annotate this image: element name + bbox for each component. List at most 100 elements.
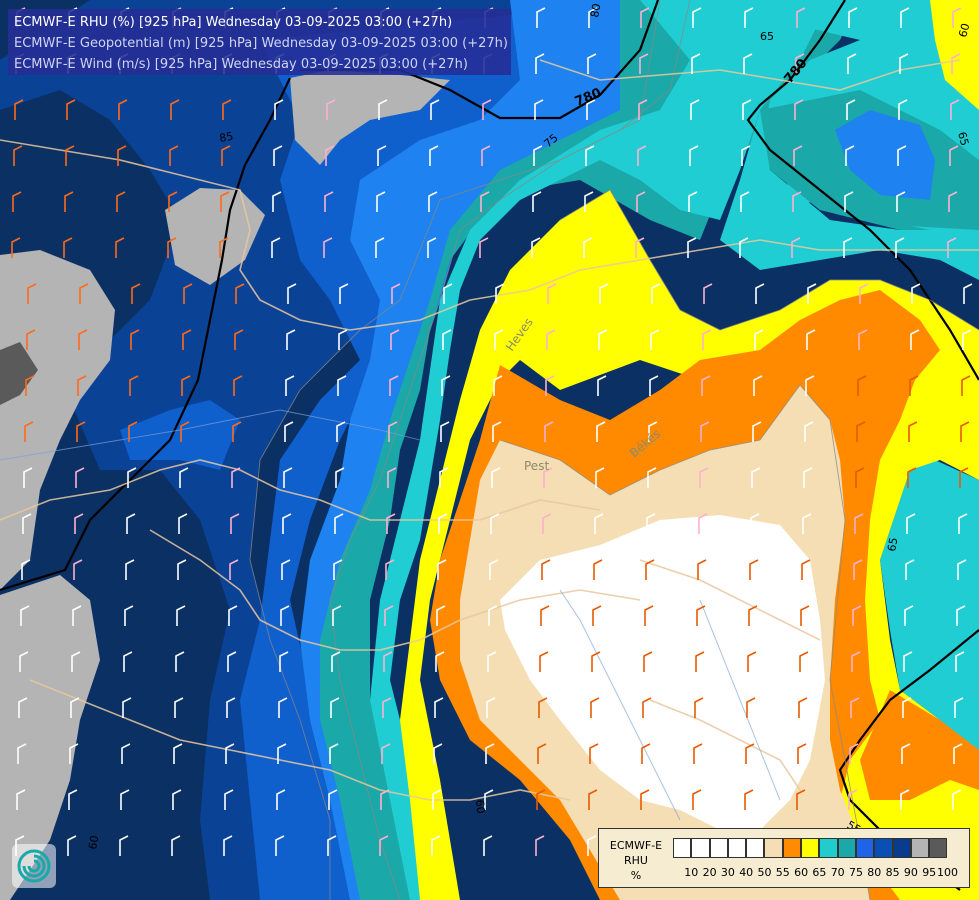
wind-barb [807,283,817,304]
wind-barb [376,191,386,212]
wind-barb [696,605,706,626]
wind-barb [701,375,711,396]
legend-swatches [673,838,948,860]
wind-barb [947,237,957,258]
wind-barb [338,329,348,350]
wind-barb [275,835,285,856]
legend-swatch [673,838,692,858]
legend-swatch [691,838,710,858]
wind-barb [382,697,392,718]
wind-barb [547,283,557,304]
wind-barb [950,99,960,120]
wind-barb [75,467,85,488]
wind-barb [583,237,593,258]
wind-barb [438,513,448,534]
legend-tick-label: 10 [684,866,699,879]
wind-barb [587,53,597,74]
wind-barb [427,237,437,258]
wind-barb [324,191,334,212]
wind-barb [287,283,297,304]
rh-contour-lines [249,0,979,900]
legend-tick-label: 65 [812,866,827,879]
wind-barb [228,605,238,626]
info-line-rhu: ECMWF-E RHU (%) [925 hPa] Wednesday 03-0… [14,15,453,30]
legend-swatch [929,838,948,858]
contour-labels: 80 780 780 75 65 65 60 85 65 55 60 60 [86,2,972,850]
wind-barb [67,835,77,856]
wind-barb [482,99,492,120]
wind-barb [638,99,648,120]
wind-barb [490,513,500,534]
wind-barb [229,559,239,580]
wind-barb [702,329,712,350]
wind-barb [480,191,490,212]
legend-tick-label: 40 [739,866,754,879]
wind-barb [126,513,136,534]
wind-barb [698,513,708,534]
wind-barb [65,145,75,166]
wind-barb [911,283,921,304]
rh-band-55-east [860,690,979,800]
wind-barb [586,99,596,120]
wind-barb [14,99,24,120]
wind-barbs [11,7,973,856]
legend-tick-label: 60 [794,866,809,879]
wind-barb [531,237,541,258]
wind-barb [78,329,88,350]
wind-barb [599,283,609,304]
wind-barb [792,191,802,212]
wind-barb [908,421,918,442]
wind-barb [897,145,907,166]
legend-swatch [801,838,820,858]
wind-barb [948,191,958,212]
wind-barb [177,559,187,580]
rh-band-65 [370,0,830,900]
rh-contour-line [329,0,691,900]
wind-barb [898,99,908,120]
wind-barb [286,329,296,350]
wind-barb [180,421,190,442]
info-line-geopotential: ECMWF-E Geopotential (m) [925 hPa] Wedne… [14,36,508,51]
wind-barb [119,835,129,856]
wind-barb [593,559,603,580]
wind-barb [182,329,192,350]
legend-tick-label: 85 [885,866,900,879]
rh-band-95-west [0,250,115,590]
wind-barb [793,145,803,166]
border-line [29,679,571,801]
wind-barb [492,421,502,442]
wind-barb [337,375,347,396]
wind-barb [63,237,73,258]
river-line [0,409,421,461]
wind-barb [128,421,138,442]
wind-barb [844,191,854,212]
wind-barb [176,605,186,626]
wind-barb [221,145,231,166]
border-line [639,559,821,641]
wind-barb [589,743,599,764]
legend-title: ECMWF-E RHU % [605,838,667,883]
wind-barb [493,375,503,396]
wind-barb [18,697,28,718]
wind-barb [585,145,595,166]
wind-barb [118,99,128,120]
info-line-wind: ECMWF-E Wind (m/s) [925 hPa] Wednesday 0… [14,57,468,72]
wind-barb [79,283,89,304]
wind-barb [17,743,27,764]
wind-barb [428,191,438,212]
legend-title-unit: % [630,869,642,882]
geopotential-contour-west [0,77,291,592]
wind-barb [636,191,646,212]
wind-barb [900,789,910,810]
rh-band-65-c [660,110,979,280]
wind-barb [847,53,857,74]
wind-barb [24,421,34,442]
wind-barb [859,283,869,304]
wind-barb [643,651,653,672]
wind-barb [742,99,752,120]
wind-barb [233,375,243,396]
rh-band-95-southwest [0,575,100,900]
swirl-icon [17,849,51,883]
wind-barb [178,513,188,534]
